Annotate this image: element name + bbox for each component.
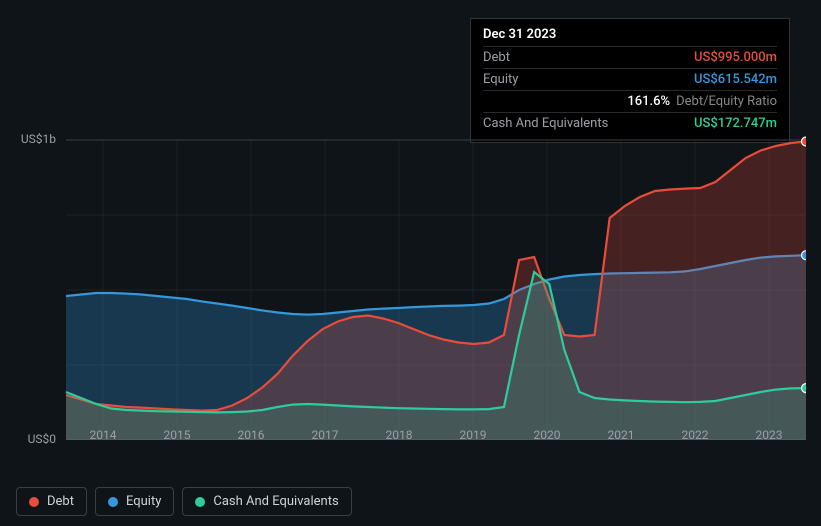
tooltip-row: 161.6% Debt/Equity Ratio (483, 90, 777, 112)
chart-legend: Debt Equity Cash And Equivalents (16, 487, 352, 516)
x-axis-label: 2016 (214, 428, 288, 442)
tooltip-row: Equity US$615.542m (483, 68, 777, 90)
tooltip-suffix: Debt/Equity Ratio (676, 94, 777, 109)
series-marker (802, 251, 807, 260)
legend-dot-icon (108, 497, 118, 507)
legend-item-debt[interactable]: Debt (16, 487, 87, 516)
x-axis-label: 2017 (288, 428, 362, 442)
legend-item-equity[interactable]: Equity (95, 487, 174, 516)
legend-dot-icon (195, 497, 205, 507)
tooltip-date: Dec 31 2023 (483, 27, 777, 46)
series-marker (802, 137, 807, 146)
tooltip-value: 161.6% (627, 94, 670, 109)
legend-dot-icon (29, 497, 39, 507)
tooltip-row: Debt US$995.000m (483, 46, 777, 68)
x-axis-label: 2022 (658, 428, 732, 442)
x-axis-label: 2020 (510, 428, 584, 442)
x-axis-label: 2023 (732, 428, 806, 442)
tooltip-label: Debt (483, 50, 510, 65)
y-axis-label: US$0 (16, 432, 56, 446)
tooltip-value: US$615.542m (694, 72, 777, 87)
tooltip-label: Equity (483, 72, 518, 87)
x-axis-label: 2015 (140, 428, 214, 442)
x-axis-label: 2019 (436, 428, 510, 442)
legend-label: Equity (126, 494, 161, 509)
tooltip-value: US$995.000m (694, 50, 777, 65)
legend-label: Cash And Equivalents (213, 494, 338, 509)
legend-item-cash-and-equivalents[interactable]: Cash And Equivalents (182, 487, 351, 516)
x-axis-label: 2018 (362, 428, 436, 442)
legend-label: Debt (47, 494, 74, 509)
debt-equity-chart: US$0US$1b 201420152016201720182019202020… (16, 120, 806, 440)
y-axis-label: US$1b (16, 132, 56, 146)
x-axis-label: 2021 (584, 428, 658, 442)
series-marker (802, 384, 807, 393)
x-axis-label: 2014 (66, 428, 140, 442)
